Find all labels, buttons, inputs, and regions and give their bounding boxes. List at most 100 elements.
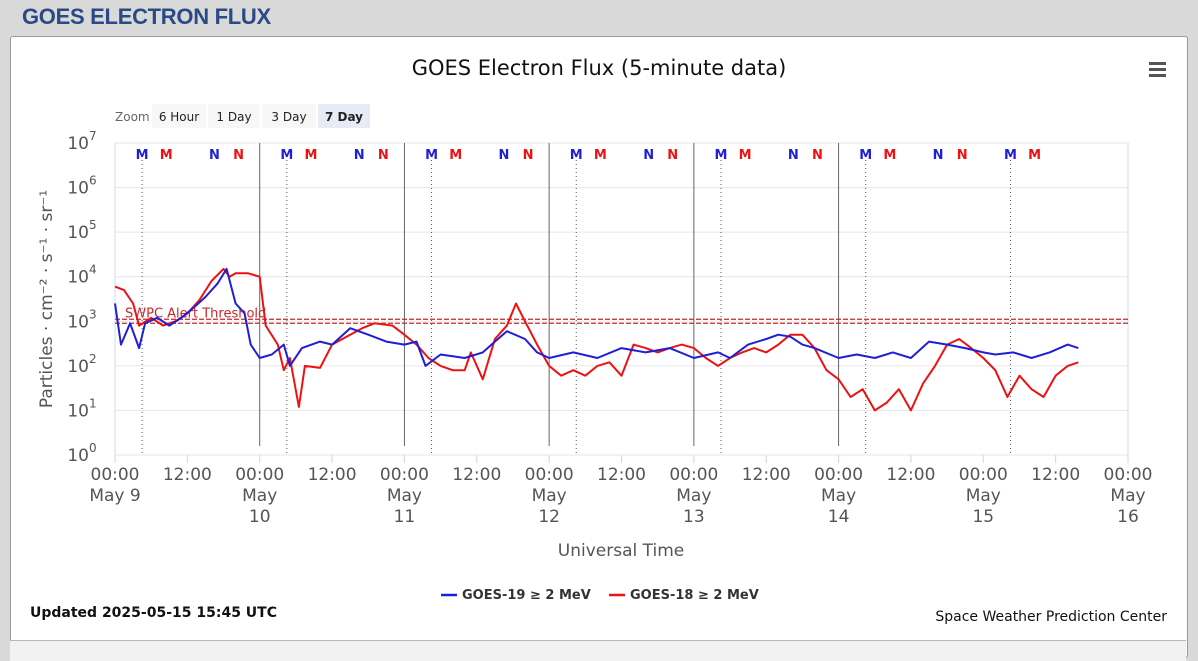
event-marker: M: [715, 148, 728, 163]
x-tick-label-line: 00:00: [525, 465, 574, 485]
x-tick-label: 00:00 May 10: [235, 465, 284, 527]
x-tick-label: 12:00: [308, 465, 357, 485]
x-tick-label-line: 12:00: [597, 465, 646, 485]
event-marker: M: [136, 148, 149, 163]
zoom-button-1-day[interactable]: 1 Day: [208, 104, 260, 128]
zoom-button-3-day[interactable]: 3 Day: [262, 104, 316, 128]
x-tick-label-line: 00:00: [814, 465, 863, 485]
zoom-button-label: 3 Day: [271, 110, 306, 124]
event-marker: M: [1028, 148, 1041, 163]
credit-text: Space Weather Prediction Center: [935, 609, 1167, 625]
zoom-button-label: 7 Day: [325, 110, 363, 124]
y-tick-exponent: 5: [89, 218, 97, 232]
legend-item-goes18[interactable]: GOES-18 ≥ 2 MeV: [609, 588, 759, 603]
zoom-button-label: 1 Day: [216, 110, 251, 124]
x-tick-label: 00:00 May 12: [525, 465, 574, 527]
y-axis-title: Particles · cm⁻² · s⁻¹ · sr⁻¹: [37, 190, 57, 408]
event-marker: N: [667, 148, 678, 163]
x-tick-label-line: 10: [249, 507, 271, 527]
page-heading: GOES ELECTRON FLUX: [22, 4, 271, 29]
x-tick-label-line: 00:00: [959, 465, 1008, 485]
chart-title: GOES Electron Flux (5-minute data): [412, 56, 787, 80]
x-tick-label-line: 00:00: [235, 465, 284, 485]
y-tick-label: 101: [67, 396, 96, 421]
x-tick-label: 00:00 May 14: [814, 465, 863, 527]
series-line-goes19: [114, 267, 1079, 367]
zoom-button-6-hour[interactable]: 6 Hour: [152, 104, 206, 128]
x-tick-label: 12:00: [452, 465, 501, 485]
x-tick-label-line: 12: [538, 507, 560, 527]
zoom-label: Zoom: [115, 110, 150, 124]
x-tick-label-line: May: [387, 486, 422, 506]
x-tick-label-line: 13: [683, 507, 705, 527]
y-tick-exponent: 7: [89, 129, 97, 143]
event-marker: N: [957, 148, 968, 163]
y-tick-label: 103: [67, 307, 96, 332]
x-tick-label-line: 12:00: [742, 465, 791, 485]
x-tick-label-line: 12:00: [452, 465, 501, 485]
event-marker: M: [883, 148, 896, 163]
x-tick-label-line: 12:00: [308, 465, 357, 485]
x-tick-label-line: May: [1110, 486, 1145, 506]
x-tick-label-line: May: [821, 486, 856, 506]
event-marker: M: [594, 148, 607, 163]
x-tick-label: 12:00: [163, 465, 212, 485]
y-tick-label: 100: [67, 441, 96, 466]
event-marker: M: [570, 148, 583, 163]
zoom-button-bg: [262, 104, 316, 128]
x-tick-label-line: 15: [972, 507, 994, 527]
event-marker: M: [280, 148, 293, 163]
event-marker: M: [160, 148, 173, 163]
event-marker: M: [859, 148, 872, 163]
x-tick-label-line: 14: [828, 507, 850, 527]
y-tick-exponent: 6: [89, 174, 97, 188]
event-marker: N: [354, 148, 365, 163]
plot-area: [114, 142, 1129, 456]
zoom-button-bg: [208, 104, 260, 128]
y-tick-label: 102: [67, 352, 96, 377]
x-tick-label: 12:00: [1031, 465, 1080, 485]
event-marker: M: [425, 148, 438, 163]
y-tick-exponent: 0: [89, 441, 97, 455]
x-tick-label-line: May: [676, 486, 711, 506]
x-tick-label: 00:00 May 16: [1104, 465, 1153, 527]
event-marker: M: [449, 148, 462, 163]
event-marker: N: [812, 148, 823, 163]
x-tick-label: 00:00 May 9: [89, 465, 140, 506]
zoom-button-7-day[interactable]: 7 Day: [318, 104, 370, 128]
hamburger-menu-icon[interactable]: [1142, 56, 1172, 84]
event-marker: M: [1004, 148, 1017, 163]
x-tick-label-line: 00:00: [91, 465, 140, 485]
updated-timestamp: Updated 2025-05-15 15:45 UTC: [30, 605, 277, 621]
event-marker: N: [378, 148, 389, 163]
x-tick-label: 12:00: [597, 465, 646, 485]
x-tick-label-line: 00:00: [380, 465, 429, 485]
event-marker: M: [739, 148, 752, 163]
x-tick-label-line: 12:00: [163, 465, 212, 485]
y-tick-exponent: 3: [89, 307, 97, 321]
legend-item-goes19[interactable]: GOES-19 ≥ 2 MeV: [441, 588, 591, 603]
event-marker: N: [788, 148, 799, 163]
x-tick-label-line: May: [532, 486, 567, 506]
x-axis-title: Universal Time: [558, 541, 684, 561]
y-tick-exponent: 1: [89, 396, 97, 410]
x-tick-label-line: May: [966, 486, 1001, 506]
x-tick-label-line: May 9: [89, 486, 140, 506]
x-tick-label-line: 12:00: [1031, 465, 1080, 485]
x-tick-label: 00:00 May 11: [380, 465, 429, 527]
series-line-goes18: [114, 267, 1079, 412]
event-marker: N: [498, 148, 509, 163]
y-tick-exponent: 4: [89, 263, 97, 277]
y-tick-label: 105: [67, 218, 96, 243]
x-tick-label: 00:00 May 15: [959, 465, 1008, 527]
x-tick-label: 12:00: [886, 465, 935, 485]
zoom-button-bg: [318, 104, 370, 128]
event-marker: M: [304, 148, 317, 163]
event-marker: N: [209, 148, 220, 163]
event-marker: N: [643, 148, 654, 163]
x-tick-label-line: 16: [1117, 507, 1139, 527]
x-tick-label-line: 11: [394, 507, 416, 527]
threshold-label: SWPC Alert Threshold: [125, 306, 266, 321]
legend-label: GOES-18 ≥ 2 MeV: [630, 588, 759, 603]
